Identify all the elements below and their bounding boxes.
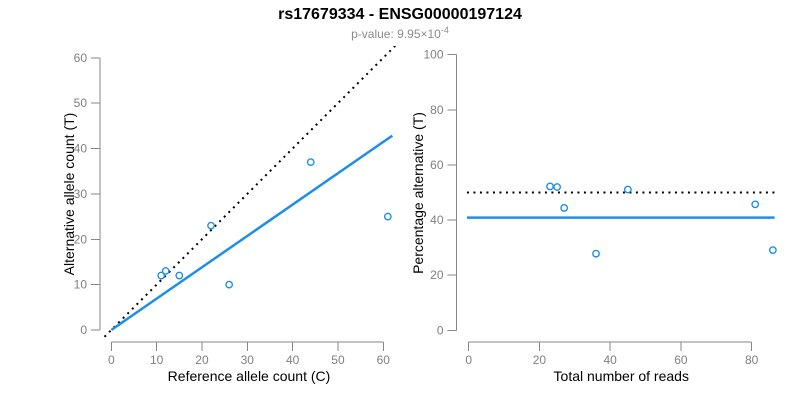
data-point xyxy=(623,185,632,194)
x-tick-label: 20 xyxy=(195,353,209,367)
x-tick-label: 10 xyxy=(150,353,164,367)
axes xyxy=(91,57,384,351)
x-tick-label: 60 xyxy=(377,353,391,367)
y-tick-label: 20 xyxy=(74,232,88,246)
x-tick-label: 40 xyxy=(604,353,618,367)
data-point xyxy=(560,204,569,212)
x-tick-label: 50 xyxy=(331,353,345,367)
y-tick-label: 20 xyxy=(430,268,444,282)
fit-line xyxy=(110,134,394,332)
y-tick-label: 0 xyxy=(437,323,444,337)
allele-count-panel: 0 10 20 30 40 50 60 0 10 20 30 40 50 60 Reference alle… xyxy=(61,46,397,384)
percentage-panel: 0 20 40 60 80 100 0 20 40 60 80 Total number of rea… xyxy=(410,48,777,384)
axes xyxy=(447,54,753,351)
y-tick-label: 10 xyxy=(74,278,88,292)
x-axis-label: Total number of reads xyxy=(554,368,689,384)
x-tick-label: 40 xyxy=(286,353,300,367)
x-tick-label: 30 xyxy=(241,353,255,367)
data-point xyxy=(306,158,315,167)
x-tick-label: 0 xyxy=(465,353,472,367)
tick-labels: 0 20 40 60 80 100 0 20 40 60 80 xyxy=(423,48,758,367)
x-tick-label: 20 xyxy=(533,353,547,367)
y-tick-label: 40 xyxy=(74,142,88,156)
data-point xyxy=(161,267,170,275)
pvalue-exponent: -4 xyxy=(440,25,449,35)
figure-title: rs17679334 - ENSG00000197124 xyxy=(278,6,522,23)
y-tick-label: 60 xyxy=(74,51,88,65)
data-point xyxy=(383,212,392,221)
data-point xyxy=(768,246,777,255)
data-point xyxy=(175,271,184,280)
tick-labels: 0 10 20 30 40 50 60 0 10 20 30 40 50 60 xyxy=(74,51,391,367)
data-points xyxy=(157,158,392,289)
y-tick-label: 40 xyxy=(430,213,444,227)
data-point xyxy=(157,271,166,280)
y-tick-label: 80 xyxy=(430,103,444,117)
x-tick-label: 60 xyxy=(674,353,688,367)
y-tick-label: 50 xyxy=(74,96,88,110)
data-point xyxy=(592,249,600,258)
y-tick-label: 60 xyxy=(430,158,444,172)
x-tick-label: 0 xyxy=(108,353,115,367)
pvalue-text: p-value: 9.95×10 xyxy=(351,27,441,41)
data-point xyxy=(225,280,234,289)
y-axis-label: Percentage alternative (T) xyxy=(410,112,426,274)
data-point xyxy=(546,182,554,191)
y-axis-label: Alternative allele count (T) xyxy=(61,113,77,276)
data-point xyxy=(207,221,215,230)
identity-line xyxy=(103,46,397,338)
x-axis-label: Reference allele count (C) xyxy=(168,368,331,384)
data-point xyxy=(553,183,562,191)
y-tick-label: 30 xyxy=(74,187,88,201)
figure-subtitle: p-value: 9.95×10-4 xyxy=(0,25,800,41)
y-tick-label: 0 xyxy=(80,323,87,337)
y-tick-label: 100 xyxy=(423,48,443,62)
x-tick-label: 80 xyxy=(745,353,759,367)
data-points xyxy=(546,182,777,258)
data-point xyxy=(751,200,760,209)
